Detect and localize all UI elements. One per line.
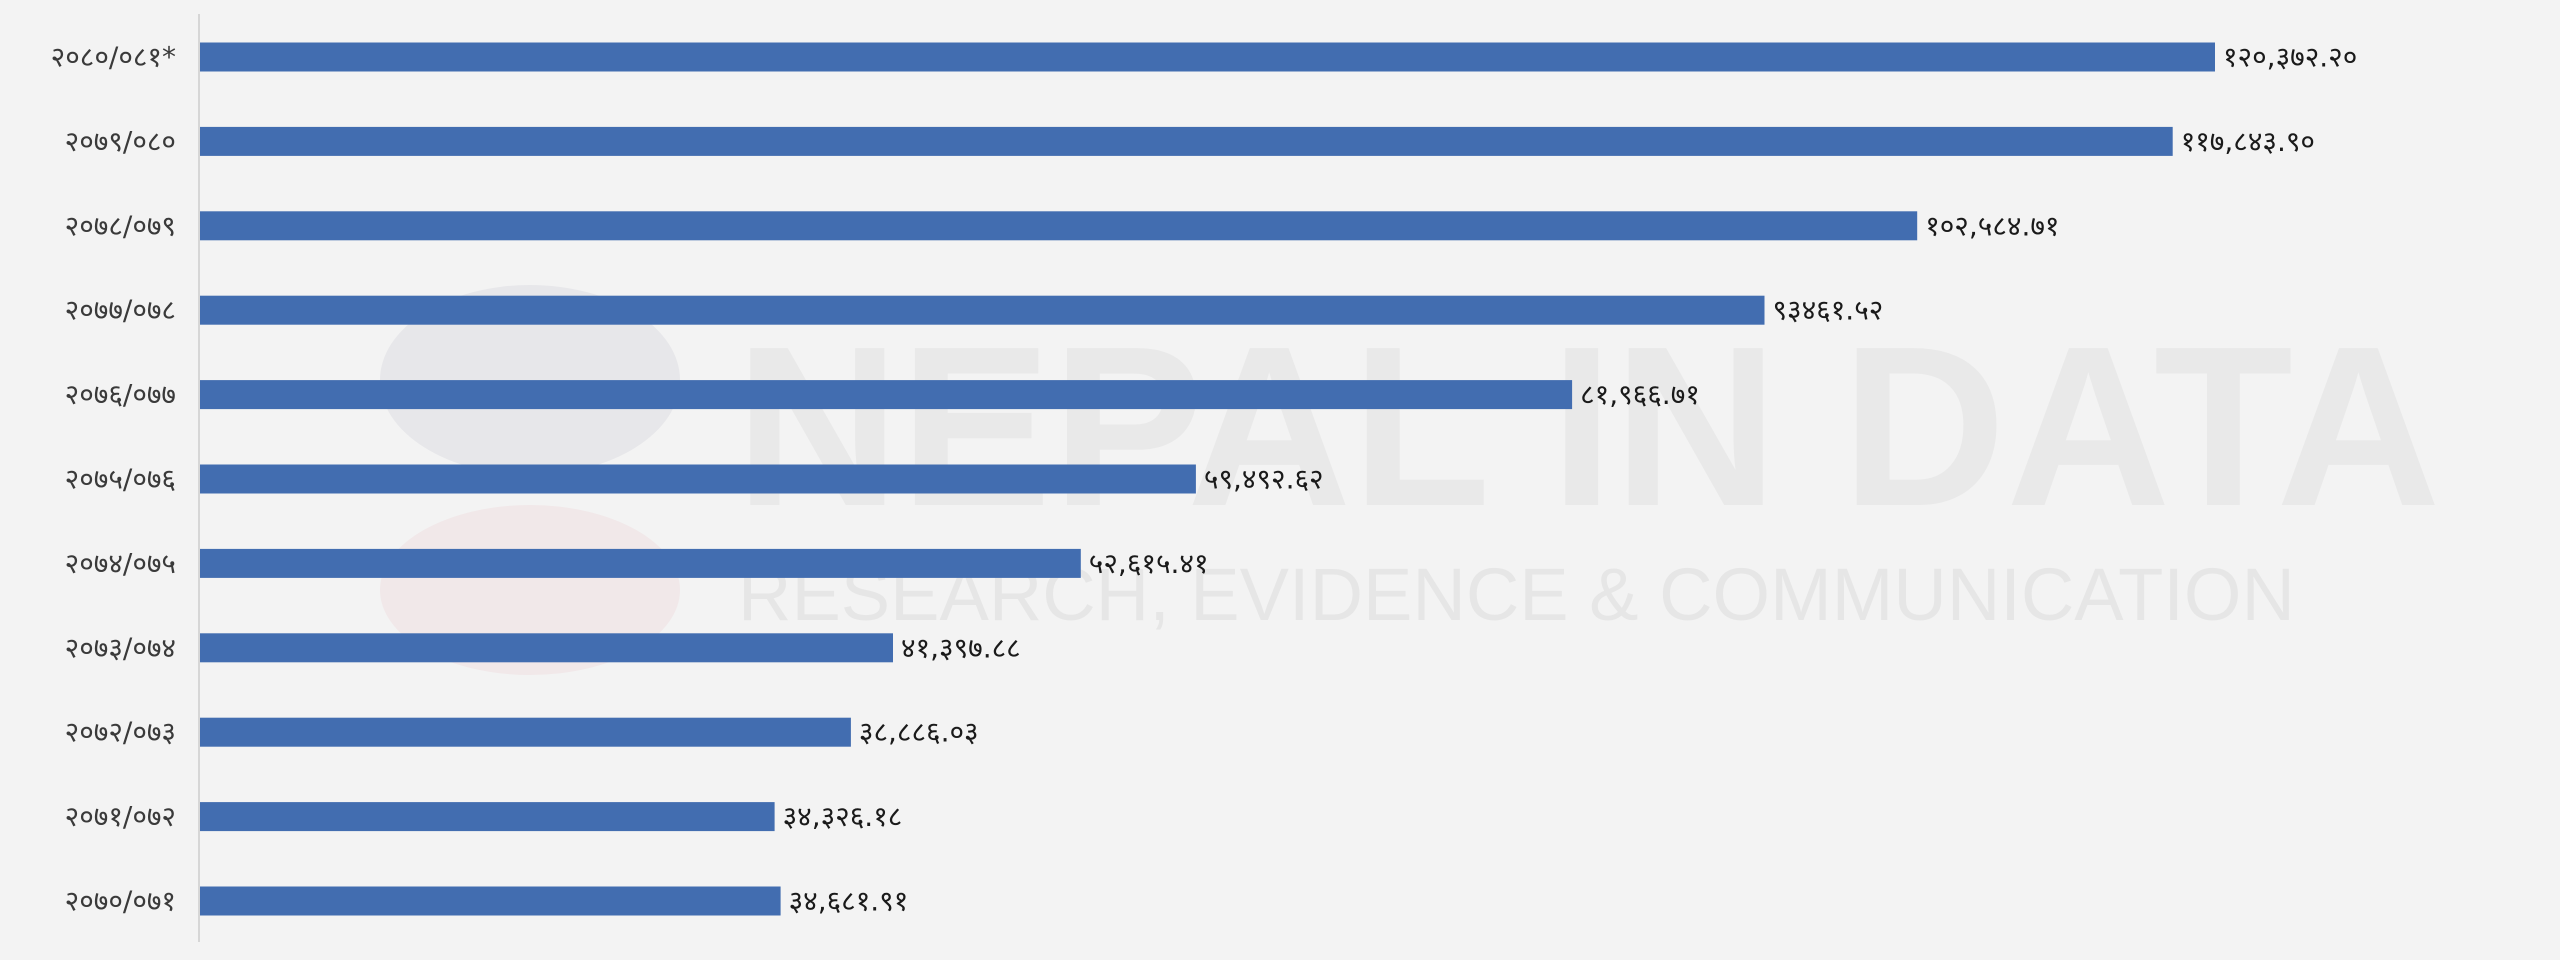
category-label-3: २०७७/०७८ — [65, 294, 176, 327]
value-label-3: ९३४६१.५२ — [1773, 294, 1884, 327]
bar-0 — [200, 42, 2215, 72]
value-label-8: ३८,८८६.०३ — [859, 716, 979, 749]
value-label-10: ३४,६८१.९१ — [789, 885, 909, 918]
bar-7 — [200, 633, 893, 663]
value-labels: १२०,३७२.२० ११७,८४३.९० १०२,५८४.७१ ९३४६१.५२ ८१… — [783, 41, 2358, 918]
bar-9 — [200, 802, 775, 832]
category-label-0: २०८०/०८१* — [51, 41, 176, 74]
value-label-5: ५९,४९२.६२ — [1204, 463, 1324, 496]
value-label-2: १०२,५८४.७१ — [1925, 209, 2059, 242]
watermark-logo-top — [380, 285, 680, 475]
category-label-5: २०७५/०७६ — [65, 463, 176, 496]
bar-3 — [200, 295, 1765, 325]
bar-2 — [200, 211, 1918, 241]
category-label-10: २०७०/०७१ — [65, 885, 176, 918]
bar-8 — [200, 717, 851, 747]
bar-5 — [200, 464, 1196, 494]
category-labels: २०८०/०८१* २०७९/०८० २०७८/०७९ २०७७/०७८ २०७६/०७… — [51, 41, 176, 918]
category-label-7: २०७३/०७४ — [65, 631, 176, 664]
watermark-logo-bottom — [380, 505, 680, 675]
category-label-2: २०७८/०७९ — [65, 209, 176, 242]
category-label-1: २०७९/०८० — [65, 125, 176, 158]
value-label-6: ५२,६१५.४१ — [1089, 547, 1209, 580]
watermark: NEPAL IN DATA RESEARCH, EVIDENCE & COMMU… — [380, 285, 2441, 675]
value-label-1: ११७,८४३.९० — [2181, 125, 2315, 158]
bars — [200, 42, 2215, 916]
category-label-4: २०७६/०७७ — [65, 378, 176, 411]
bar-4 — [200, 380, 1573, 410]
category-label-8: २०७२/०७३ — [65, 716, 176, 749]
value-label-0: १२०,३७२.२० — [2223, 41, 2357, 74]
category-label-9: २०७१/०७२ — [65, 800, 176, 833]
watermark-title: NEPAL IN DATA — [735, 300, 2441, 554]
value-label-4: ८१,९६६.७१ — [1580, 378, 1700, 411]
bar-6 — [200, 548, 1081, 578]
bar-10 — [200, 886, 781, 916]
value-label-9: ३४,३२६.१८ — [783, 800, 903, 833]
value-label-7: ४१,३९७.८८ — [901, 631, 1021, 664]
bar-1 — [200, 126, 2173, 156]
category-label-6: २०७४/०७५ — [65, 547, 176, 580]
